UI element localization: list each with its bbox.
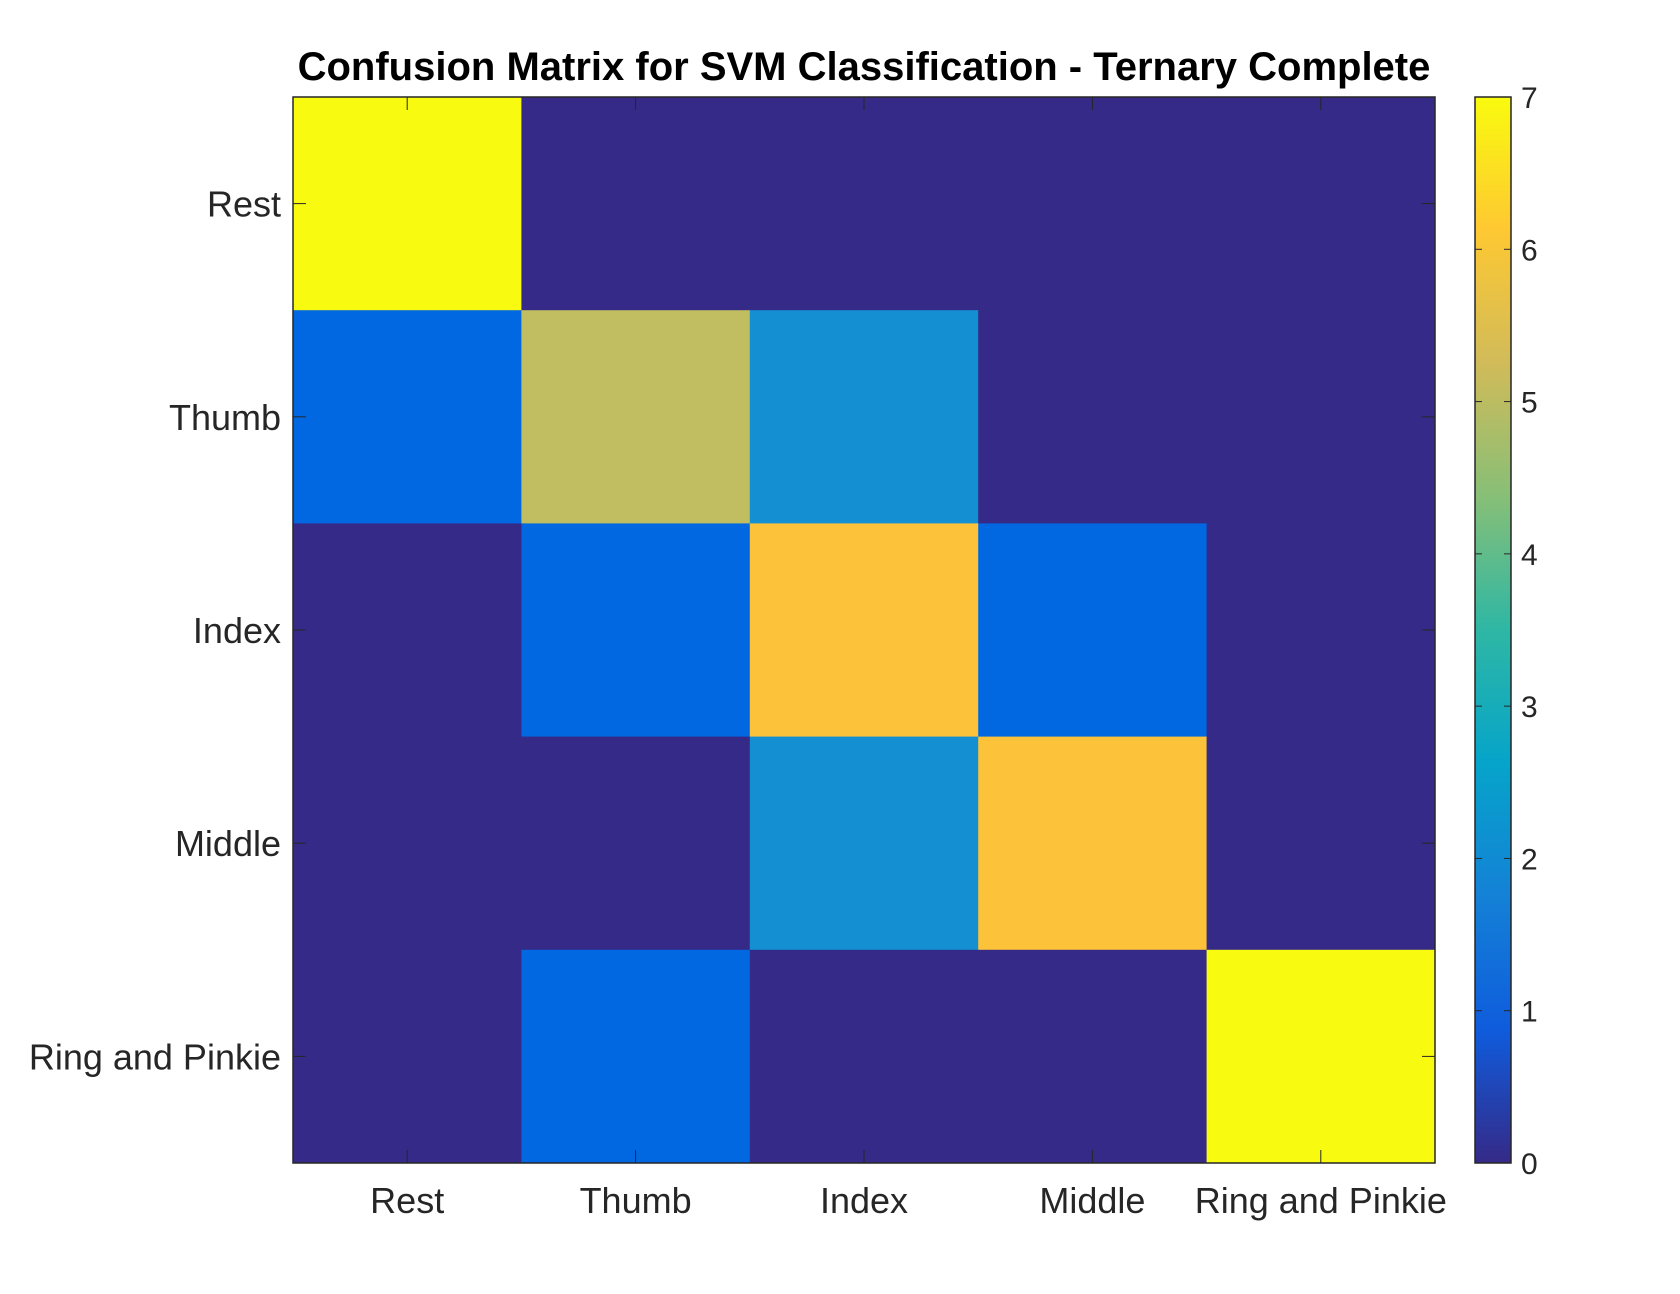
y-tick-label: Rest: [207, 184, 281, 225]
heatmap-cell: [749, 97, 979, 311]
heatmap-cell: [521, 97, 751, 311]
heatmap-cell: [1206, 310, 1436, 524]
colorbar-tick-label: 0: [1521, 1148, 1538, 1181]
x-tick-label: Index: [820, 1180, 908, 1221]
colorbar-tick-label: 2: [1521, 843, 1538, 876]
heatmap-cell: [521, 949, 751, 1164]
x-tick-label: Middle: [1039, 1180, 1145, 1221]
heatmap-cell: [978, 97, 1208, 311]
x-tick-label: Ring and Pinkie: [1195, 1180, 1447, 1221]
heatmap-cell: [293, 949, 522, 1164]
heatmap-cell: [978, 523, 1208, 738]
heatmap-cells: [293, 97, 1436, 1164]
plot-frame: [292, 96, 1436, 1164]
heatmap-cell: [978, 310, 1208, 524]
colorbar-gradient: [1474, 96, 1512, 1164]
heatmap-cell: [521, 523, 751, 738]
chart-title: Confusion Matrix for SVM Classification …: [298, 45, 1431, 89]
colorbar-tick-label: 7: [1521, 82, 1538, 115]
heatmap-cell: [978, 949, 1208, 1164]
y-tick-label: Thumb: [169, 397, 281, 438]
heatmap-cell: [1206, 949, 1436, 1164]
heatmap-cell: [293, 97, 522, 311]
heatmap-cell: [293, 523, 522, 738]
heatmap-cell: [293, 310, 522, 524]
heatmap-cell: [978, 736, 1208, 951]
colorbar-tick-label: 4: [1521, 539, 1538, 572]
colorbar-tick-label: 1: [1521, 996, 1538, 1029]
y-tick-label: Ring and Pinkie: [29, 1036, 281, 1077]
colorbar-tick-label: 3: [1521, 691, 1538, 724]
colorbar: 0 1 2 3 4 5 6 7: [1474, 82, 1538, 1181]
colorbar-ticks: 0 1 2 3 4 5 6 7: [1475, 82, 1538, 1181]
heatmap-cell: [749, 523, 979, 738]
x-axis-tick-labels: Rest Thumb Index Middle Ring and Pinkie: [370, 1180, 1447, 1221]
colorbar-tick-label: 5: [1521, 387, 1538, 420]
heatmap-cell: [293, 736, 522, 951]
heatmap-cell: [749, 310, 979, 524]
heatmap-cell: [749, 736, 979, 951]
heatmap-cell: [1206, 736, 1436, 951]
heatmap-cell: [521, 310, 751, 524]
heatmap-cell: [749, 949, 979, 1164]
y-axis-tick-labels: Rest Thumb Index Middle Ring and Pinkie: [29, 184, 281, 1078]
heatmap-cell: [1206, 523, 1436, 738]
heatmap-cell: [1206, 97, 1436, 311]
y-tick-label: Index: [193, 610, 281, 651]
y-tick-label: Middle: [175, 823, 281, 864]
heatmap-cell: [521, 736, 751, 951]
x-tick-label: Thumb: [580, 1180, 692, 1221]
x-tick-label: Rest: [370, 1180, 444, 1221]
axis-ticks: [293, 97, 1435, 1163]
colorbar-tick-label: 6: [1521, 234, 1538, 267]
